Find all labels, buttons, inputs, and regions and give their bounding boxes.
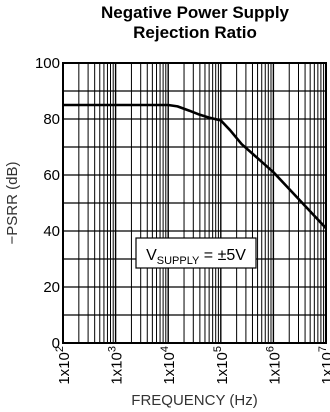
annotation-background bbox=[135, 237, 257, 269]
y-tick-label: 0 bbox=[52, 335, 60, 352]
y-tick-label: 80 bbox=[43, 111, 60, 128]
supply-annotation: VSUPPLY = ±5V bbox=[146, 247, 246, 267]
x-tick-label: 1x107 bbox=[317, 346, 330, 385]
x-tick-label: 1x102 bbox=[54, 346, 73, 385]
y-tick-label: 20 bbox=[43, 279, 60, 296]
grid bbox=[63, 63, 326, 343]
x-tick-label: 1x103 bbox=[107, 346, 126, 385]
psrr-curve bbox=[63, 103, 327, 230]
annotation-box: VSUPPLY = ±5V bbox=[135, 237, 257, 269]
x-axis-label: FREQUENCY (Hz) bbox=[131, 392, 257, 409]
x-tick-label: 1x104 bbox=[159, 346, 178, 385]
chart-title-line2: Rejection Ratio bbox=[133, 23, 257, 42]
x-tick-label: 1x106 bbox=[264, 346, 283, 385]
y-tick-label: 40 bbox=[43, 223, 60, 240]
y-tick-label: 100 bbox=[35, 55, 60, 72]
y-axis-label: −PSRR (dB) bbox=[4, 162, 21, 245]
x-tick-labels: 1x102 1x103 1x104 1x105 1x106 1x107 bbox=[54, 346, 330, 385]
x-tick-label: 1x105 bbox=[212, 346, 231, 385]
plot-frame bbox=[62, 62, 327, 344]
chart-title-line1: Negative Power Supply bbox=[101, 3, 289, 22]
y-tick-labels: 0 20 40 60 80 100 bbox=[35, 55, 60, 352]
y-tick-label: 60 bbox=[43, 167, 60, 184]
chart-title: Negative Power Supply Rejection Ratio bbox=[60, 3, 330, 43]
